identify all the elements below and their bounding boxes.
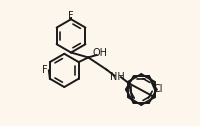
- Text: F: F: [68, 11, 74, 21]
- Text: OH: OH: [92, 48, 107, 58]
- Text: Cl: Cl: [154, 85, 163, 94]
- Text: NH: NH: [110, 72, 125, 82]
- Text: F: F: [42, 65, 48, 75]
